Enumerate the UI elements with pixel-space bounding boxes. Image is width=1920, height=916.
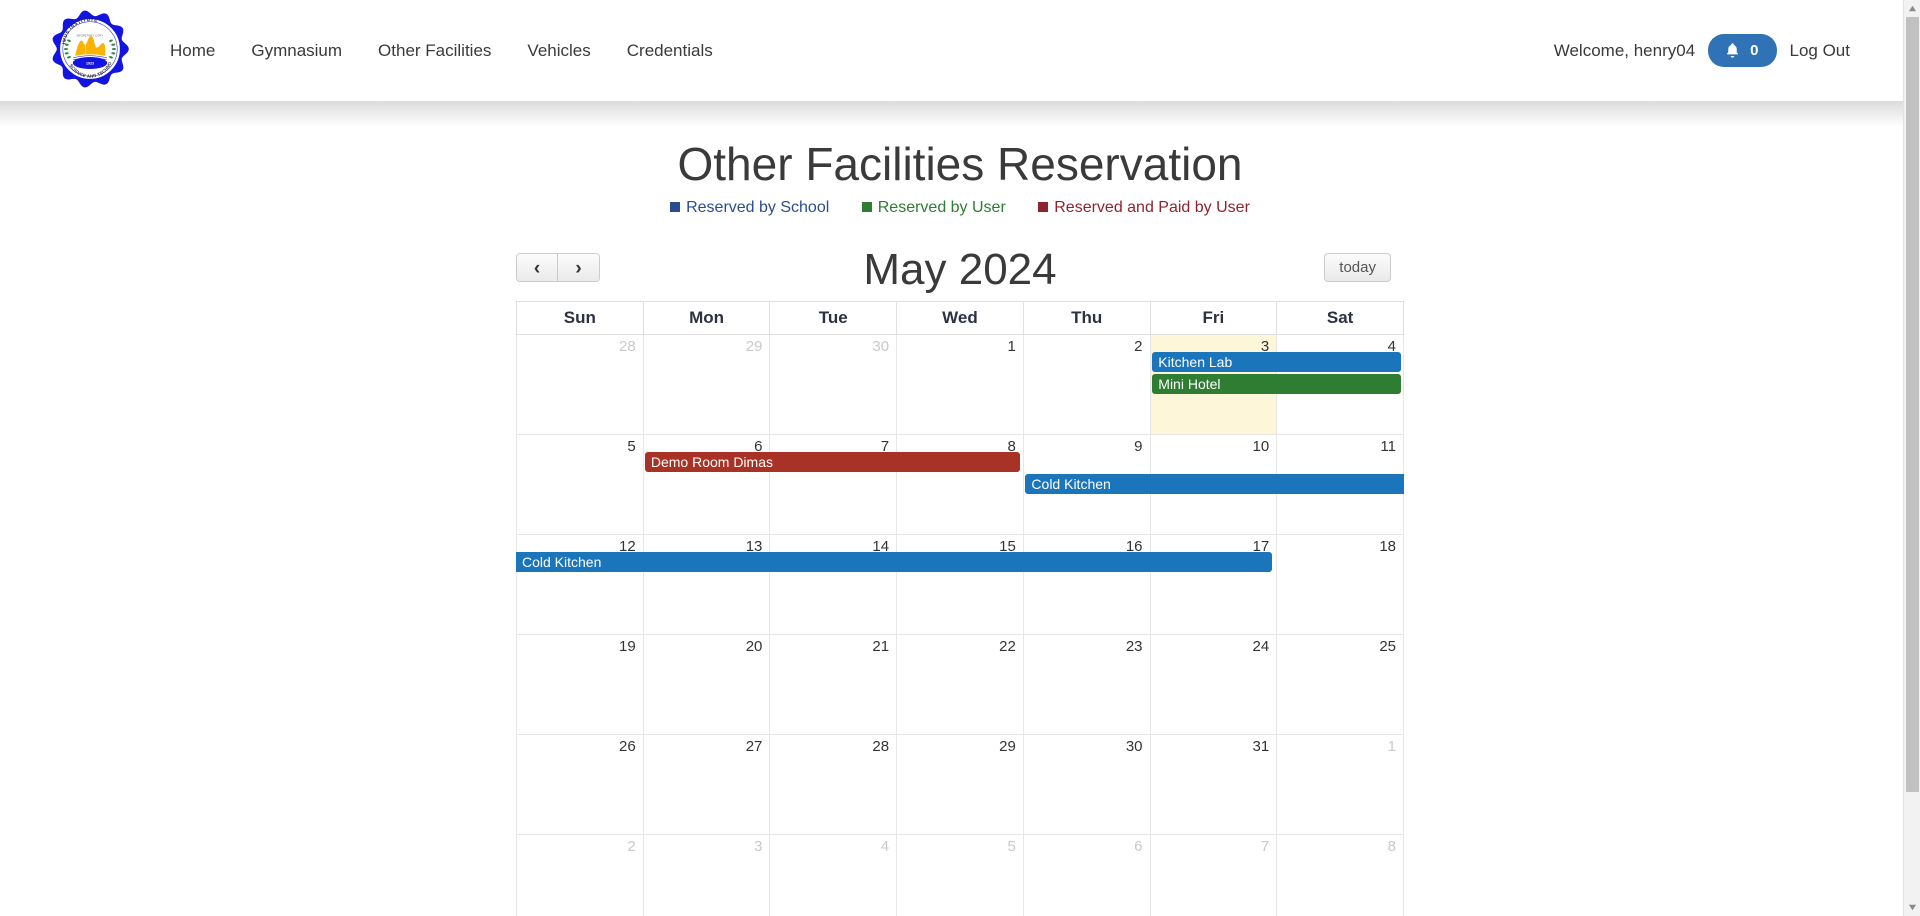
svg-text:1923: 1923 (86, 61, 94, 65)
